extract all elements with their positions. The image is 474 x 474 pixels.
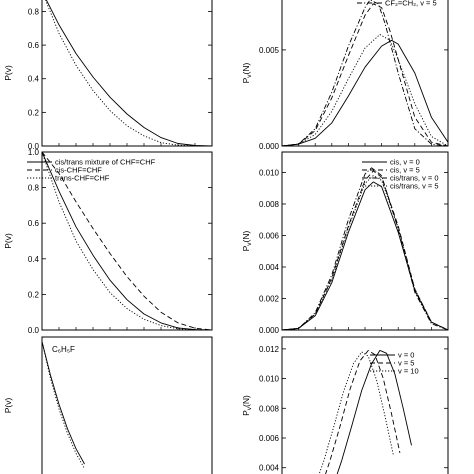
y-tick-label: 0.010 bbox=[259, 375, 280, 384]
series-line-1 bbox=[42, 152, 212, 330]
y-tick-label: 0.012 bbox=[259, 345, 280, 354]
ylabel-pvn: Pv(N) bbox=[241, 395, 253, 416]
series-line-3 bbox=[42, 152, 212, 330]
legend-label: v = 5 bbox=[398, 359, 414, 368]
panel-bottom-right: 0.004 0.006 0.008 0.010 0.012 Pv(N) v = 0v = 5… bbox=[241, 336, 449, 474]
plot-frame bbox=[41, 0, 213, 147]
y-tick-label: 0.004 bbox=[259, 263, 280, 272]
y-tick-label: 0.004 bbox=[259, 464, 280, 473]
y-tick-label: 0.006 bbox=[259, 231, 280, 240]
y-tick-label: 0.002 bbox=[259, 294, 280, 303]
y-tick-label: 0.005 bbox=[259, 46, 280, 55]
ylabel-pv: P(v) bbox=[3, 65, 13, 81]
series-line-3 bbox=[318, 351, 394, 474]
panel-top-left: 0.0 0.2 0.4 0.6 0.8 P(v) bbox=[3, 0, 213, 151]
y-tick-label: 0.006 bbox=[259, 434, 280, 443]
y-tick-label: 0.6 bbox=[28, 41, 40, 50]
legend: CF₂=CH₂, v = 5 bbox=[357, 0, 437, 8]
plot-frame bbox=[41, 336, 213, 474]
ylabel-pv: P(v) bbox=[3, 398, 13, 414]
y-tick-label: 0.0 bbox=[28, 326, 40, 335]
plot-frame bbox=[281, 0, 449, 147]
panel-middle-right: 0.000 0.002 0.004 0.006 0.008 0.010 Pv(N) cis, … bbox=[241, 151, 449, 335]
panel-bottom-left: P(v) C₆H₅F bbox=[3, 336, 213, 474]
legend-label: cis/trans mixture of CHF=CHF bbox=[55, 158, 156, 167]
panel-top-right: 0.000 0.005 Pv(N) CF₂=CH₂, v = 5 bbox=[241, 0, 449, 151]
series-line-2 bbox=[42, 152, 212, 330]
y-tick-label: 0.000 bbox=[259, 142, 280, 151]
series-line-3 bbox=[282, 3, 448, 146]
series-line-1 bbox=[42, 341, 85, 465]
y-tick-label: 0.6 bbox=[28, 219, 40, 228]
y-tick-label: 0.0 bbox=[28, 142, 40, 151]
series-line-1 bbox=[45, 0, 212, 146]
legend-label: v = 10 bbox=[398, 367, 419, 376]
plot-frame bbox=[281, 336, 449, 474]
legend-label: cis-CHF=CHF bbox=[55, 166, 102, 175]
y-tick-label: 0.4 bbox=[28, 255, 40, 264]
legend-label: cis, v = 5 bbox=[390, 166, 420, 175]
y-tick-label: 0.8 bbox=[28, 7, 40, 16]
y-tick-label: 0.8 bbox=[28, 184, 40, 193]
legend-label: cis/trans, v = 5 bbox=[390, 182, 439, 191]
legend-label: v = 0 bbox=[398, 351, 414, 360]
series-line-2 bbox=[45, 0, 212, 146]
series-line-4 bbox=[282, 0, 448, 146]
series-line-2 bbox=[282, 170, 448, 330]
y-tick-label: 0.000 bbox=[259, 326, 280, 335]
y-tick-label: 0.2 bbox=[28, 108, 40, 117]
legend-label: trans-CHF=CHF bbox=[55, 174, 110, 183]
molecule-annotation: C₆H₅F bbox=[52, 345, 75, 354]
ylabel-pvn: Pv(N) bbox=[241, 230, 253, 251]
legend-label: CF₂=CH₂, v = 5 bbox=[385, 0, 437, 8]
y-tick-label: 0.010 bbox=[259, 168, 280, 177]
series-line-3 bbox=[282, 167, 448, 330]
legend-label: cis, v = 0 bbox=[390, 158, 420, 167]
legend: v = 0v = 5v = 10 bbox=[370, 351, 419, 376]
y-tick-label: 0.008 bbox=[259, 404, 280, 413]
series-line-1 bbox=[336, 349, 412, 474]
ylabel-pvn: Pv(N) bbox=[241, 62, 253, 83]
series-line-1 bbox=[282, 39, 448, 146]
legend: cis/trans mixture of CHF=CHFcis-CHF=CHFt… bbox=[27, 158, 156, 183]
series-line-2 bbox=[325, 349, 401, 474]
series-line-2 bbox=[42, 341, 85, 469]
legend-label: cis/trans, v = 0 bbox=[390, 174, 439, 183]
panel-middle-left: 0.0 0.2 0.4 0.6 0.8 1.0 P(v) cis/trans mixture … bbox=[3, 148, 213, 335]
ylabel-pv: P(v) bbox=[3, 233, 13, 249]
y-tick-label: 0.008 bbox=[259, 200, 280, 209]
y-tick-label: 0.2 bbox=[28, 290, 40, 299]
y-tick-label: 1.0 bbox=[28, 148, 40, 157]
y-tick-label: 0.4 bbox=[28, 75, 40, 84]
